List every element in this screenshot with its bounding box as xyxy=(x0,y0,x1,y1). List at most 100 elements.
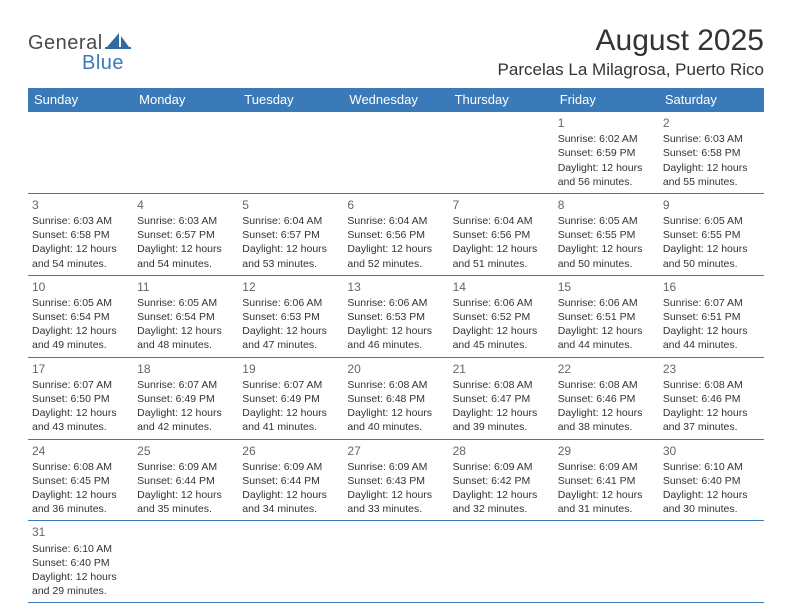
sunset-line: Sunset: 6:57 PM xyxy=(242,228,339,242)
sunrise-line: Sunrise: 6:02 AM xyxy=(558,132,655,146)
sunrise-line: Sunrise: 6:04 AM xyxy=(347,214,444,228)
sunrise-line: Sunrise: 6:09 AM xyxy=(137,460,234,474)
day-cell: 2Sunrise: 6:03 AMSunset: 6:58 PMDaylight… xyxy=(659,112,764,193)
daylight-line-2: and 31 minutes. xyxy=(558,502,655,516)
daylight-line-1: Daylight: 12 hours xyxy=(663,324,760,338)
weekday-monday: Monday xyxy=(133,88,238,112)
day-cell xyxy=(28,112,133,193)
day-number: 25 xyxy=(137,443,234,459)
daylight-line-2: and 47 minutes. xyxy=(242,338,339,352)
sunrise-line: Sunrise: 6:03 AM xyxy=(137,214,234,228)
daylight-line-2: and 39 minutes. xyxy=(453,420,550,434)
day-number: 5 xyxy=(242,197,339,213)
daylight-line-1: Daylight: 12 hours xyxy=(347,242,444,256)
sunrise-line: Sunrise: 6:04 AM xyxy=(242,214,339,228)
sunset-line: Sunset: 6:55 PM xyxy=(558,228,655,242)
sunset-line: Sunset: 6:58 PM xyxy=(663,146,760,160)
day-number: 24 xyxy=(32,443,129,459)
sunset-line: Sunset: 6:54 PM xyxy=(32,310,129,324)
day-cell: 22Sunrise: 6:08 AMSunset: 6:46 PMDayligh… xyxy=(554,358,659,439)
sunset-line: Sunset: 6:45 PM xyxy=(32,474,129,488)
daylight-line-2: and 44 minutes. xyxy=(558,338,655,352)
week-row: 1Sunrise: 6:02 AMSunset: 6:59 PMDaylight… xyxy=(28,112,764,194)
day-number: 11 xyxy=(137,279,234,295)
day-number: 7 xyxy=(453,197,550,213)
daylight-line-2: and 52 minutes. xyxy=(347,257,444,271)
day-cell xyxy=(554,521,659,602)
day-number: 13 xyxy=(347,279,444,295)
daylight-line-1: Daylight: 12 hours xyxy=(32,488,129,502)
sunset-line: Sunset: 6:40 PM xyxy=(32,556,129,570)
daylight-line-1: Daylight: 12 hours xyxy=(32,570,129,584)
sunset-line: Sunset: 6:46 PM xyxy=(558,392,655,406)
day-cell xyxy=(343,112,448,193)
sunrise-line: Sunrise: 6:10 AM xyxy=(32,542,129,556)
daylight-line-1: Daylight: 12 hours xyxy=(453,406,550,420)
daylight-line-1: Daylight: 12 hours xyxy=(242,406,339,420)
daylight-line-1: Daylight: 12 hours xyxy=(137,324,234,338)
daylight-line-2: and 56 minutes. xyxy=(558,175,655,189)
daylight-line-2: and 54 minutes. xyxy=(32,257,129,271)
day-number: 21 xyxy=(453,361,550,377)
daylight-line-1: Daylight: 12 hours xyxy=(347,406,444,420)
day-number: 27 xyxy=(347,443,444,459)
daylight-line-1: Daylight: 12 hours xyxy=(558,406,655,420)
logo-text-blue: Blue xyxy=(82,52,124,74)
sunset-line: Sunset: 6:48 PM xyxy=(347,392,444,406)
day-number: 8 xyxy=(558,197,655,213)
daylight-line-1: Daylight: 12 hours xyxy=(137,488,234,502)
day-cell: 30Sunrise: 6:10 AMSunset: 6:40 PMDayligh… xyxy=(659,440,764,521)
weekday-friday: Friday xyxy=(554,88,659,112)
daylight-line-1: Daylight: 12 hours xyxy=(663,161,760,175)
daylight-line-2: and 36 minutes. xyxy=(32,502,129,516)
weekday-sunday: Sunday xyxy=(28,88,133,112)
sunset-line: Sunset: 6:58 PM xyxy=(32,228,129,242)
sunset-line: Sunset: 6:40 PM xyxy=(663,474,760,488)
day-cell xyxy=(659,521,764,602)
day-number: 9 xyxy=(663,197,760,213)
day-cell xyxy=(133,112,238,193)
daylight-line-2: and 35 minutes. xyxy=(137,502,234,516)
daylight-line-1: Daylight: 12 hours xyxy=(137,242,234,256)
day-cell: 9Sunrise: 6:05 AMSunset: 6:55 PMDaylight… xyxy=(659,194,764,275)
daylight-line-1: Daylight: 12 hours xyxy=(32,406,129,420)
day-cell: 6Sunrise: 6:04 AMSunset: 6:56 PMDaylight… xyxy=(343,194,448,275)
daylight-line-2: and 53 minutes. xyxy=(242,257,339,271)
daylight-line-2: and 42 minutes. xyxy=(137,420,234,434)
daylight-line-2: and 46 minutes. xyxy=(347,338,444,352)
daylight-line-1: Daylight: 12 hours xyxy=(558,242,655,256)
title-block: August 2025 Parcelas La Milagrosa, Puert… xyxy=(498,24,764,80)
day-cell: 19Sunrise: 6:07 AMSunset: 6:49 PMDayligh… xyxy=(238,358,343,439)
daylight-line-1: Daylight: 12 hours xyxy=(347,488,444,502)
sunset-line: Sunset: 6:47 PM xyxy=(453,392,550,406)
day-cell: 24Sunrise: 6:08 AMSunset: 6:45 PMDayligh… xyxy=(28,440,133,521)
daylight-line-2: and 40 minutes. xyxy=(347,420,444,434)
month-title: August 2025 xyxy=(498,24,764,58)
week-row: 17Sunrise: 6:07 AMSunset: 6:50 PMDayligh… xyxy=(28,358,764,440)
day-cell: 17Sunrise: 6:07 AMSunset: 6:50 PMDayligh… xyxy=(28,358,133,439)
sunset-line: Sunset: 6:46 PM xyxy=(663,392,760,406)
daylight-line-2: and 48 minutes. xyxy=(137,338,234,352)
page-root: General August 2025 Parcelas La Milagros… xyxy=(0,0,792,603)
sunrise-line: Sunrise: 6:03 AM xyxy=(32,214,129,228)
day-cell xyxy=(238,112,343,193)
day-number: 23 xyxy=(663,361,760,377)
day-cell: 12Sunrise: 6:06 AMSunset: 6:53 PMDayligh… xyxy=(238,276,343,357)
day-cell xyxy=(238,521,343,602)
sunset-line: Sunset: 6:42 PM xyxy=(453,474,550,488)
sunset-line: Sunset: 6:57 PM xyxy=(137,228,234,242)
daylight-line-1: Daylight: 12 hours xyxy=(32,324,129,338)
week-row: 3Sunrise: 6:03 AMSunset: 6:58 PMDaylight… xyxy=(28,194,764,276)
sunset-line: Sunset: 6:54 PM xyxy=(137,310,234,324)
sunrise-line: Sunrise: 6:07 AM xyxy=(137,378,234,392)
sunset-line: Sunset: 6:49 PM xyxy=(242,392,339,406)
sunrise-line: Sunrise: 6:03 AM xyxy=(663,132,760,146)
sunset-line: Sunset: 6:41 PM xyxy=(558,474,655,488)
sunrise-line: Sunrise: 6:09 AM xyxy=(453,460,550,474)
sunset-line: Sunset: 6:53 PM xyxy=(242,310,339,324)
daylight-line-1: Daylight: 12 hours xyxy=(663,406,760,420)
daylight-line-1: Daylight: 12 hours xyxy=(242,324,339,338)
day-cell: 29Sunrise: 6:09 AMSunset: 6:41 PMDayligh… xyxy=(554,440,659,521)
day-cell: 5Sunrise: 6:04 AMSunset: 6:57 PMDaylight… xyxy=(238,194,343,275)
sunrise-line: Sunrise: 6:08 AM xyxy=(663,378,760,392)
